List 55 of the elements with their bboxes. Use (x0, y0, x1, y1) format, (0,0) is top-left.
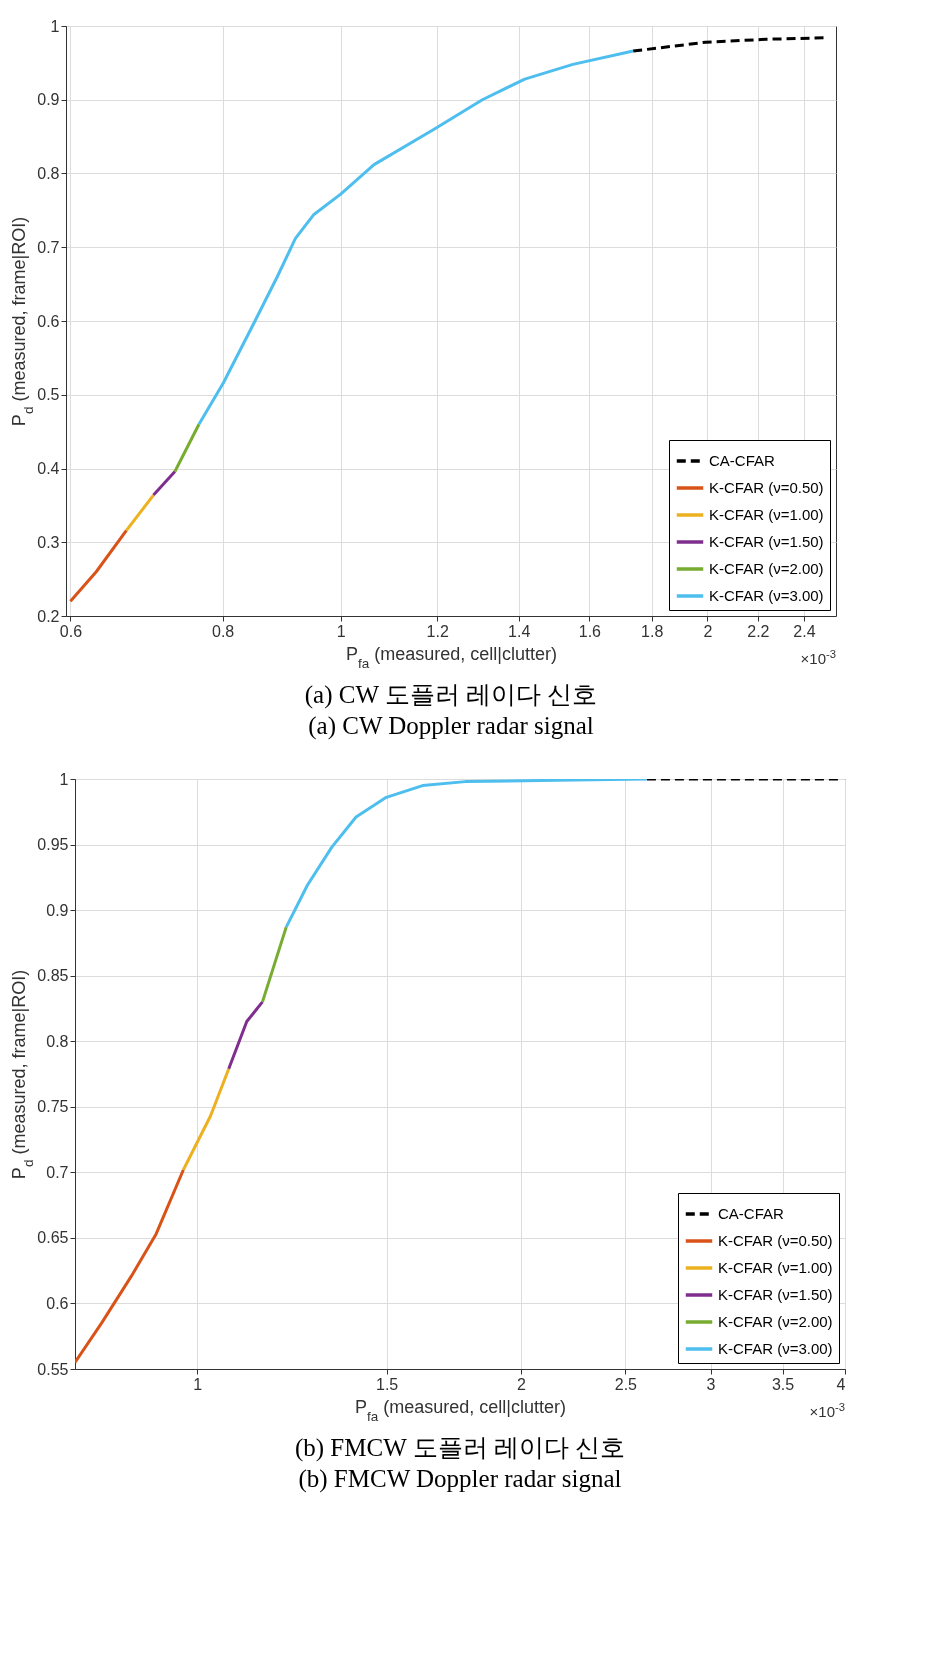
x-tick-label: 1.5 (376, 1375, 399, 1393)
y-tick-label: 1 (59, 770, 69, 788)
y-tick-label: 0.3 (37, 533, 60, 551)
x-tick-label: 2.5 (614, 1375, 638, 1393)
text: ×10$^{-3}$ (800, 648, 836, 667)
legend-label: K-CFAR (ν=3.00) (709, 587, 824, 604)
text: (a) CW 도플러 레이다 신호 (304, 681, 598, 709)
x-tick-label: 1 (336, 622, 346, 640)
x-axis-title: P$_{fa}$ (measured, cell|clutter) (354, 1396, 567, 1423)
text: (b) FMCW Doppler radar signal (298, 1465, 622, 1493)
legend-label: K-CFAR (ν=0.50) (718, 1232, 833, 1249)
y-tick-label: 0.2 (37, 607, 60, 625)
y-tick-label: 0.5 (37, 386, 60, 404)
legend-label: K-CFAR (ν=2.00) (709, 560, 824, 577)
x-tick-label: 4 (836, 1375, 846, 1393)
y-tick-label: 0.75 (37, 1098, 69, 1116)
y-tick-label: 1 (50, 17, 60, 35)
text: (a) CW Doppler radar signal (308, 712, 594, 740)
x-tick-label: 1.8 (641, 622, 664, 640)
x-tick-label: 1.6 (578, 622, 602, 640)
legend-label: K-CFAR (ν=3.00) (718, 1340, 833, 1357)
legend-label: K-CFAR (ν=1.50) (709, 533, 824, 550)
legend-label: K-CFAR (ν=1.50) (718, 1286, 833, 1303)
y-tick-label: 0.4 (37, 460, 60, 477)
x-tick-label: 1.2 (426, 622, 449, 640)
y-tick-label: 0.6 (37, 312, 60, 330)
x-tick-label: 2 (703, 622, 713, 640)
y-tick-label: 0.7 (37, 238, 60, 256)
legend-label: K-CFAR (ν=2.00) (718, 1313, 833, 1330)
y-tick-label: 0.9 (37, 91, 60, 109)
x-tick-label: 0.8 (212, 622, 235, 640)
x-tick-label: 2 (517, 1375, 527, 1393)
text: (b) FMCW 도플러 레이다 신호 (294, 1434, 626, 1462)
y-tick-label: 0.7 (46, 1163, 69, 1181)
x-axis-title: P$_{fa}$ (measured, cell|clutter) (345, 643, 558, 670)
y-tick-label: 0.65 (37, 1229, 69, 1247)
legend-label: K-CFAR (ν=0.50) (709, 479, 824, 496)
legend-label: K-CFAR (ν=1.00) (718, 1259, 833, 1276)
x-tick-label: 1.4 (508, 622, 531, 640)
x-tick-label: 1 (193, 1375, 203, 1393)
y-tick-label: 0.55 (37, 1360, 69, 1378)
y-tick-label: 0.85 (37, 967, 69, 985)
x-tick-label: 2.2 (747, 622, 770, 640)
legend-label: CA-CFAR (709, 452, 775, 469)
legend-label: CA-CFAR (718, 1205, 784, 1222)
x-tick-label: 3 (706, 1375, 716, 1393)
y-tick-label: 0.95 (37, 836, 69, 854)
y-tick-label: 0.8 (46, 1032, 69, 1050)
x-tick-label: 3.5 (771, 1375, 795, 1393)
text: ×10$^{-3}$ (809, 1401, 845, 1420)
y-tick-label: 0.6 (46, 1294, 69, 1312)
x-tick-label: 2.4 (793, 622, 816, 640)
y-tick-label: 0.8 (37, 165, 60, 182)
legend-label: K-CFAR (ν=1.00) (709, 506, 824, 523)
y-tick-label: 0.9 (46, 901, 69, 919)
